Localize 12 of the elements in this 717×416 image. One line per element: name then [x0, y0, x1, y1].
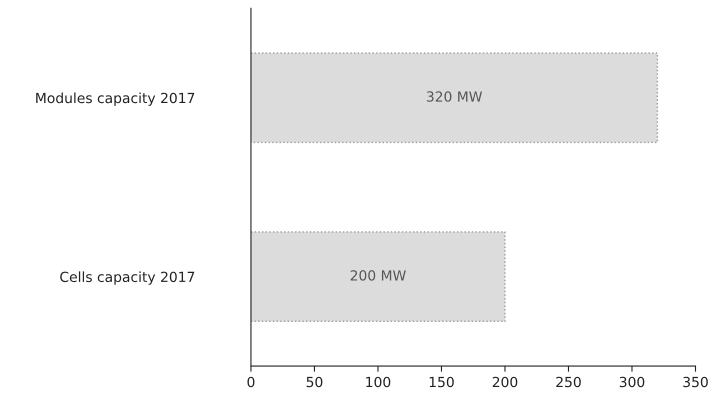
x-tick-label: 300 [620, 376, 644, 388]
y-tick-label: Modules capacity 2017 [36, 92, 194, 106]
x-tick-label: 50 [306, 376, 322, 388]
y-tick-label: Cells capacity 2017 [60, 271, 194, 285]
x-tick-label: 100 [366, 376, 390, 388]
x-tick-label: 150 [430, 376, 454, 388]
data-label: 320 MW [426, 91, 482, 102]
x-tick-label: 0 [247, 376, 254, 388]
x-tick-label: 350 [683, 376, 708, 388]
x-tick-label: 250 [556, 376, 581, 388]
x-tick-label: 200 [492, 376, 518, 388]
data-label: 200 MW [350, 270, 406, 281]
